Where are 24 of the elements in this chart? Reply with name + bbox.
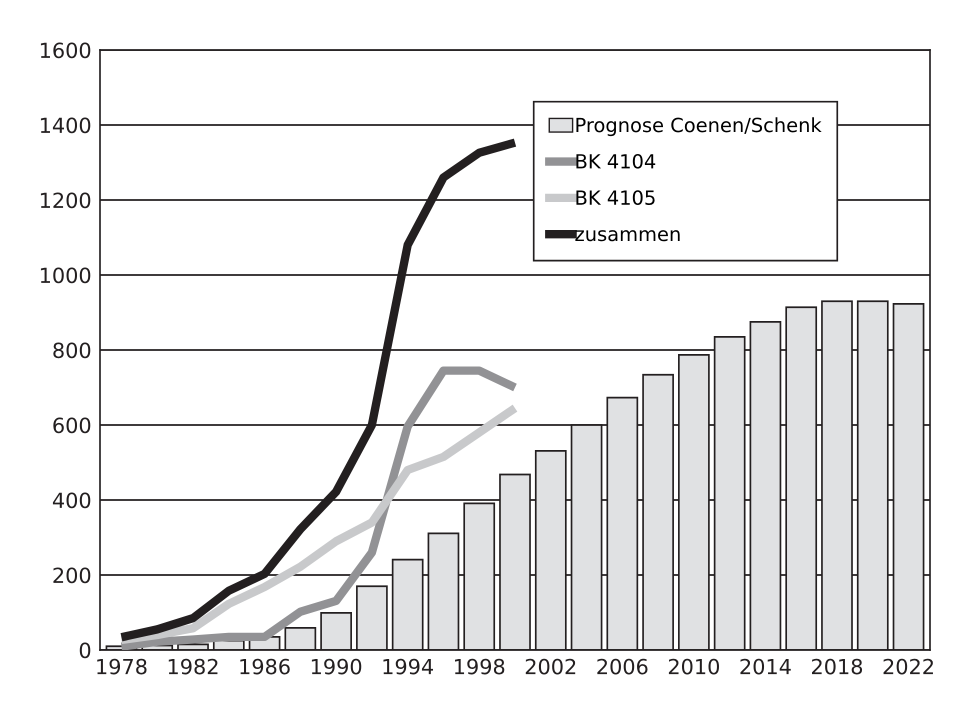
y-tick-label: 600 — [53, 417, 90, 434]
y-tick-label: 1600 — [40, 42, 90, 58]
x-tick-label: 1990 — [312, 658, 362, 674]
x-tick-label: 2006 — [597, 658, 648, 674]
x-tick-label: 2010 — [668, 658, 720, 674]
x-tick-label: 1986 — [240, 658, 290, 674]
y-tick-label: 200 — [53, 567, 90, 584]
legend-label: Prognose Coenen/Schenk — [576, 117, 822, 136]
x-tick-label: 2022 — [884, 658, 933, 674]
y-tick-label: 1200 — [40, 192, 90, 208]
y-tick-label: 400 — [52, 492, 90, 508]
x-tick-label: 1994 — [383, 658, 434, 674]
legend-label: BK 4104 — [576, 154, 656, 169]
x-tick-label: 1982 — [168, 658, 218, 674]
x-tick-label: 1978 — [97, 658, 147, 674]
x-tick-label: 1998 — [455, 658, 504, 674]
legend-label: BK 4105 — [576, 190, 655, 205]
y-tick-label: 1400 — [40, 117, 90, 134]
y-tick-label: 1000 — [40, 267, 90, 284]
x-tick-label: 2018 — [812, 658, 862, 674]
x-tick-label: 2002 — [526, 658, 576, 674]
y-tick-label: 800 — [53, 342, 90, 358]
x-tick-label: 2014 — [740, 658, 791, 674]
y-tick-label: 0 — [80, 642, 90, 658]
